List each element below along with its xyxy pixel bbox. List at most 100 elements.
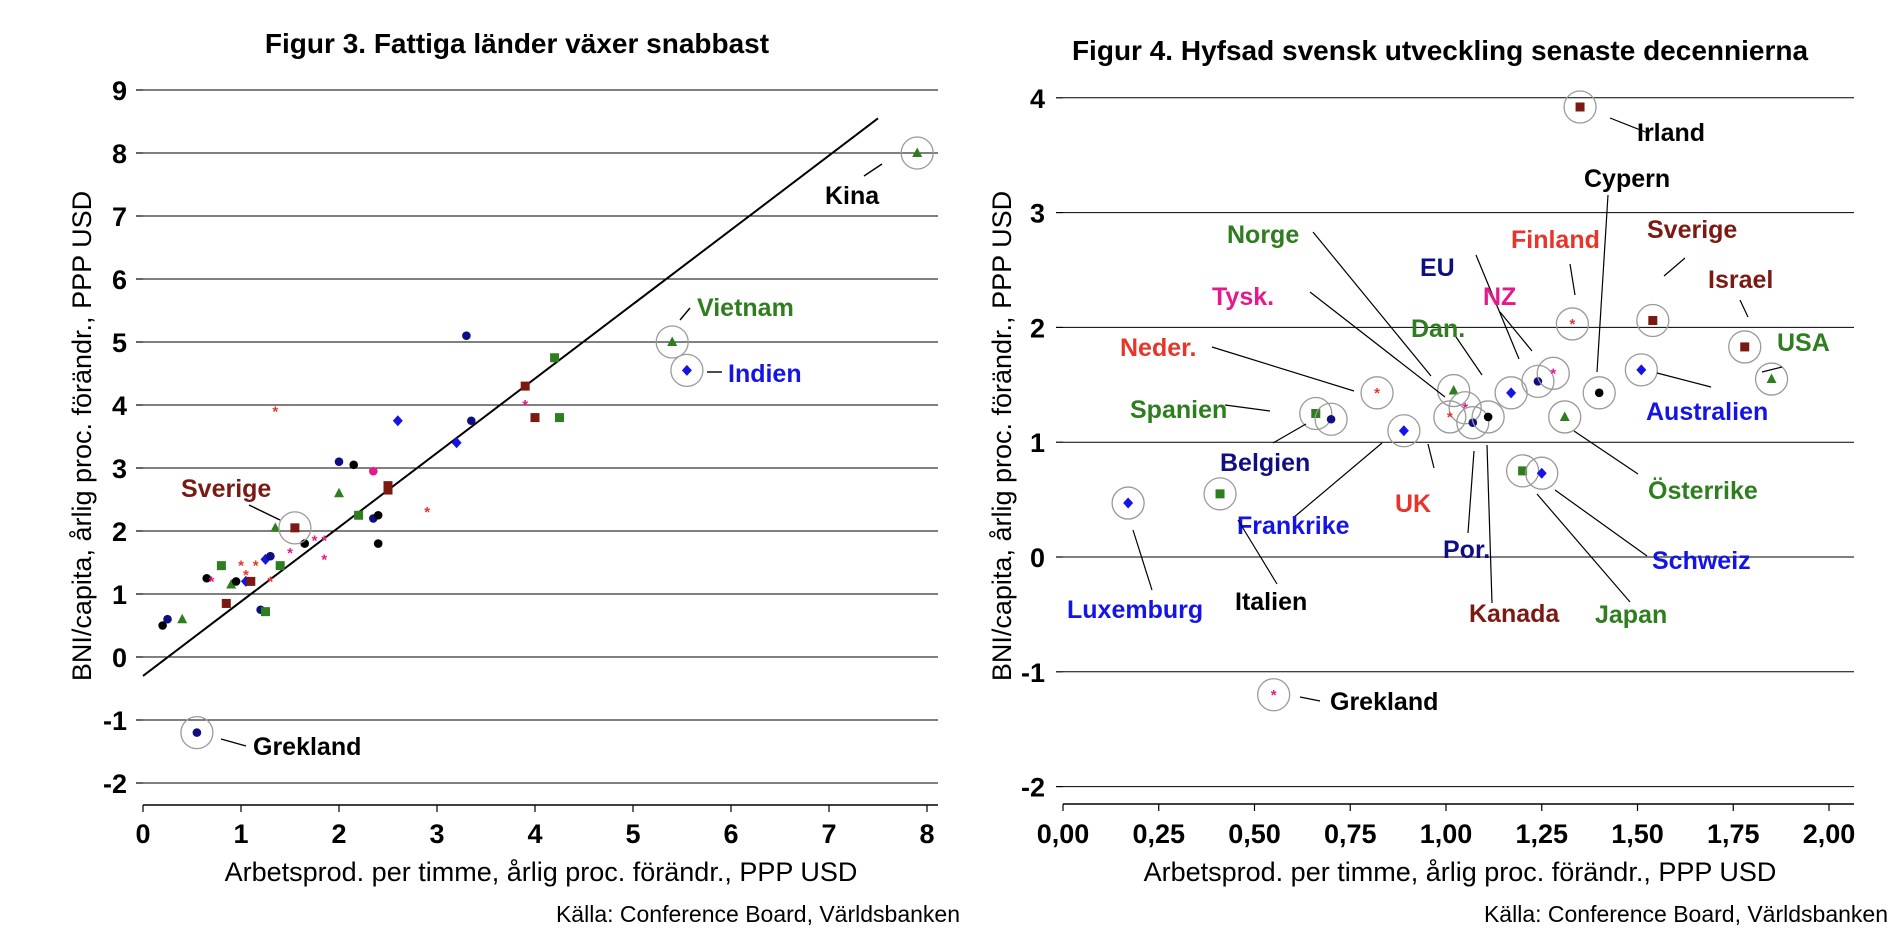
data-point [462, 331, 471, 341]
leader-irland [1609, 117, 1649, 134]
labeled-points [180, 136, 934, 750]
x-axis-label: Arbetsprod. per timme, årlig proc. förän… [225, 857, 858, 887]
leader-usa [1761, 366, 1783, 373]
data-point [226, 579, 237, 589]
highlight-ring [1582, 376, 1616, 410]
grid [1063, 97, 1854, 788]
data-point [177, 613, 188, 624]
leader-neder [1211, 346, 1355, 392]
highlight-ring [1563, 90, 1597, 124]
data-point-kanada [1483, 412, 1493, 422]
data-point [369, 466, 378, 476]
data-point-luxemburg [1123, 497, 1134, 509]
label-irland: Irland [1637, 119, 1705, 147]
x-tick-label: 3 [429, 819, 444, 849]
data-point-österrike [1559, 411, 1570, 421]
leader-kanada [1486, 444, 1493, 604]
x-tick-label: 1,25 [1515, 819, 1568, 849]
leader-schweiz [1554, 489, 1648, 557]
leader-cypern [1596, 194, 1609, 373]
data-point: * [243, 567, 249, 584]
label-österrike: Österrike [1648, 476, 1758, 505]
data-point [334, 457, 344, 467]
data-point-frankrike [1398, 425, 1409, 437]
chart-title: Figur 3. Fattiga länder växer snabbast [265, 28, 769, 59]
y-ticks: -2 -1 0 1 2 3 4 5 6 7 8 9 [103, 76, 143, 799]
highlight-ring [670, 353, 704, 388]
label-nz: NZ [1483, 283, 1516, 311]
leader-dan [1453, 333, 1483, 376]
label-tysk: Tysk. [1212, 283, 1274, 311]
highlight-ring [1360, 376, 1394, 410]
y-tick-label: 4 [112, 391, 127, 421]
highlight-ring [1624, 353, 1658, 387]
data-point-vietnam [667, 336, 678, 346]
data-point: * [253, 558, 259, 575]
data-point [334, 487, 344, 498]
y-tick-label: 8 [112, 139, 127, 169]
data-point-indien [681, 364, 692, 376]
leader-grekland [1299, 696, 1321, 702]
leader-japan [1536, 493, 1631, 603]
label-sverige: Sverige [181, 475, 271, 503]
label-sverige: Sverige [1647, 216, 1737, 244]
x-tick-label: 0,00 [1037, 819, 1090, 849]
source-note: Källa: Conference Board, Världsbanken [1484, 901, 1888, 927]
leader-nz [1499, 311, 1533, 352]
label-grekland: Grekland [1330, 688, 1438, 716]
y-tick-label: -1 [103, 706, 127, 736]
data-point [383, 481, 393, 491]
data-point [275, 561, 285, 571]
data-point [354, 510, 364, 520]
leader-belgien [1272, 423, 1307, 444]
x-tick-label: 6 [723, 819, 738, 849]
highlight-ring [278, 511, 312, 545]
highlight-ring [1555, 307, 1590, 341]
figure-3: Figur 3. Fattiga länder växer snabbast -… [67, 28, 960, 927]
data-point [270, 522, 281, 532]
label-dan: Dan. [1411, 315, 1465, 343]
x-tick-label: 4 [527, 819, 542, 849]
x-tick-label: 2,00 [1803, 819, 1856, 849]
data-point [530, 413, 540, 423]
data-point-norge [1448, 385, 1459, 395]
y-ticks: -2 -1 0 1 2 3 4 [1021, 84, 1063, 803]
data-point-cypern [1594, 388, 1604, 398]
chart-title: Figur 4. Hyfsad svensk utveckling senast… [1072, 35, 1808, 66]
data-point-italien [1215, 489, 1225, 499]
y-tick-label: 2 [1030, 313, 1045, 343]
label-finland: Finland [1511, 226, 1600, 254]
leader-österrike [1573, 430, 1639, 475]
label-spanien: Spanien [1130, 396, 1227, 424]
y-tick-label: 3 [112, 454, 127, 484]
label-schweiz: Schweiz [1652, 547, 1751, 575]
data-point: * [424, 504, 430, 521]
label-luxemburg: Luxemburg [1067, 596, 1203, 624]
data-point-sverige [290, 523, 300, 533]
label-kina: Kina [825, 182, 880, 210]
x-tick-label: 1,75 [1707, 819, 1760, 849]
leader-sverige [248, 504, 281, 521]
label-japan: Japan [1595, 601, 1667, 629]
leader-grekland [220, 738, 247, 747]
points: ****** [1111, 90, 1789, 712]
data-point-japan [1518, 466, 1528, 476]
highlight-ring [1536, 356, 1570, 390]
label-uk: UK [1395, 490, 1431, 518]
y-tick-label: 9 [112, 76, 127, 106]
highlight-ring [1387, 414, 1421, 448]
leader-spanien [1224, 404, 1271, 412]
data-point-kina [912, 147, 923, 157]
data-point [373, 510, 383, 520]
data-point-israel [1740, 342, 1750, 352]
label-belgien: Belgien [1220, 449, 1310, 477]
highlight-ring [900, 136, 934, 170]
data-point-uk: * [1447, 409, 1453, 426]
data-point: * [272, 403, 278, 420]
label-indien: Indien [728, 360, 802, 388]
x-tick-label: 8 [919, 819, 934, 849]
y-tick-label: 3 [1030, 199, 1045, 229]
data-point: * [209, 573, 215, 590]
highlight-ring [1494, 376, 1528, 410]
